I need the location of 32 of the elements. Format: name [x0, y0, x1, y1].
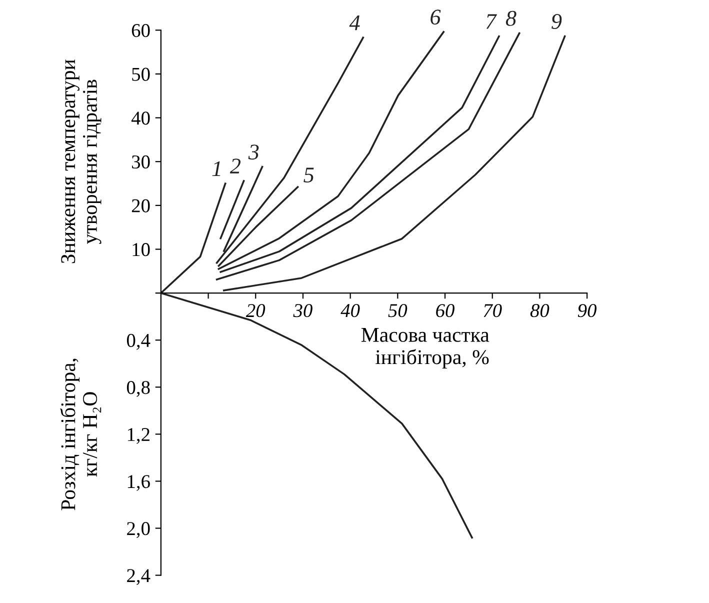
- series-label: 5: [304, 168, 314, 183]
- x-axis-title: Масова частка інгібітора, %: [361, 328, 490, 368]
- x-tick-label: 90: [578, 304, 597, 318]
- y-tick-label: 40: [131, 112, 150, 125]
- y-axis-title: Зниження температури утворення гідратів: [61, 60, 102, 264]
- y-tick-label: 2,4: [127, 569, 150, 585]
- series-label: 6: [430, 10, 441, 25]
- x-tick-label: 70: [484, 304, 502, 318]
- series-label: 3: [248, 144, 259, 160]
- y-tick-label: 20: [132, 199, 150, 212]
- series-label: 7: [486, 14, 497, 29]
- y-tick-label: 10: [132, 243, 150, 256]
- x-tick-label: 20: [246, 304, 266, 318]
- x-tick-label: 80: [530, 304, 550, 318]
- y-tick-label: 30: [132, 155, 150, 169]
- y-tick-label: 1,6: [128, 475, 150, 491]
- series-label: 1: [212, 161, 220, 176]
- x-tick-label: 30: [293, 304, 312, 318]
- y-tick-label: 50: [132, 68, 150, 81]
- y-tick-label: 60: [132, 24, 150, 38]
- y-tick-label: 2,0: [127, 522, 150, 538]
- y-tick-label: 1,2: [128, 428, 150, 444]
- y-axis-title: Розхід інгібітора, кг/кг H₂O: [60, 358, 102, 510]
- series-label: 8: [506, 10, 516, 26]
- series-label: 2: [230, 158, 241, 174]
- x-tick-label: 40: [340, 304, 360, 318]
- series-label: 4: [349, 15, 360, 30]
- y-tick-label: 0,4: [126, 334, 150, 350]
- x-tick-label: 50: [388, 304, 408, 318]
- series-label: 9: [552, 14, 562, 29]
- y-tick-label: 0,8: [126, 380, 150, 397]
- x-tick-label: 60: [436, 304, 454, 318]
